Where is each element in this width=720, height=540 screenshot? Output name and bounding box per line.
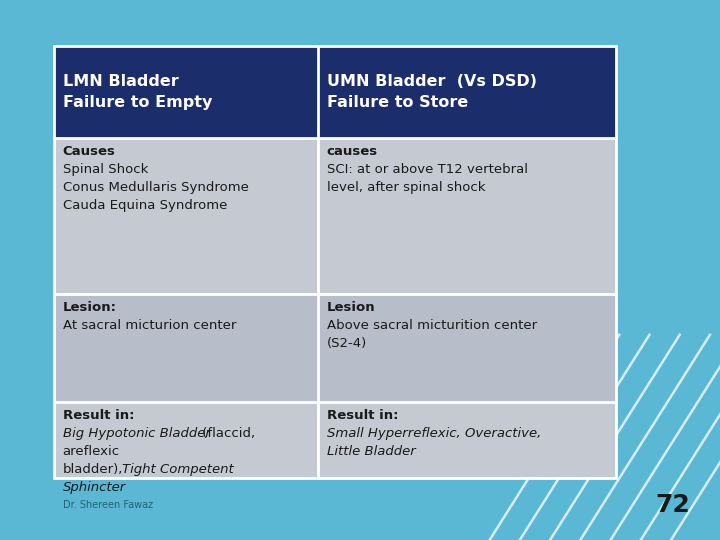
Text: areflexic: areflexic bbox=[63, 445, 120, 458]
Text: SCI: at or above T12 vertebral
level, after spinal shock: SCI: at or above T12 vertebral level, af… bbox=[327, 163, 528, 193]
Bar bbox=[54, 46, 318, 138]
Text: causes: causes bbox=[327, 145, 378, 158]
Text: At sacral micturion center: At sacral micturion center bbox=[63, 319, 236, 332]
Text: Result in:: Result in: bbox=[327, 409, 398, 422]
Bar bbox=[54, 294, 318, 402]
Bar bbox=[318, 46, 616, 138]
Text: bladder),: bladder), bbox=[63, 463, 123, 476]
Text: 72: 72 bbox=[656, 493, 690, 517]
Text: Above sacral micturition center
(S2-4): Above sacral micturition center (S2-4) bbox=[327, 319, 536, 350]
Text: UMN Bladder  (Vs DSD)
Failure to Store: UMN Bladder (Vs DSD) Failure to Store bbox=[327, 74, 536, 110]
Text: Lesion: Lesion bbox=[327, 301, 375, 314]
Text: Causes: Causes bbox=[63, 145, 115, 158]
Text: Big Hypotonic Bladder: Big Hypotonic Bladder bbox=[63, 427, 210, 440]
Text: Result in:: Result in: bbox=[63, 409, 134, 422]
Text: Dr. Shereen Fawaz: Dr. Shereen Fawaz bbox=[63, 500, 153, 510]
Text: Small Hyperreflexic, Overactive,
Little Bladder: Small Hyperreflexic, Overactive, Little … bbox=[327, 427, 541, 458]
Bar bbox=[318, 294, 616, 402]
Text: Lesion:: Lesion: bbox=[63, 301, 117, 314]
Text: Tight Competent: Tight Competent bbox=[122, 463, 233, 476]
Bar bbox=[54, 402, 318, 478]
Bar bbox=[54, 138, 318, 294]
Text: (flaccid,: (flaccid, bbox=[198, 427, 255, 440]
Bar bbox=[318, 138, 616, 294]
Text: Sphincter: Sphincter bbox=[63, 481, 126, 494]
Bar bbox=[54, 46, 616, 478]
Bar bbox=[318, 402, 616, 478]
Text: Spinal Shock
Conus Medullaris Syndrome
Cauda Equina Syndrome: Spinal Shock Conus Medullaris Syndrome C… bbox=[63, 163, 248, 212]
Text: LMN Bladder
Failure to Empty: LMN Bladder Failure to Empty bbox=[63, 74, 212, 110]
